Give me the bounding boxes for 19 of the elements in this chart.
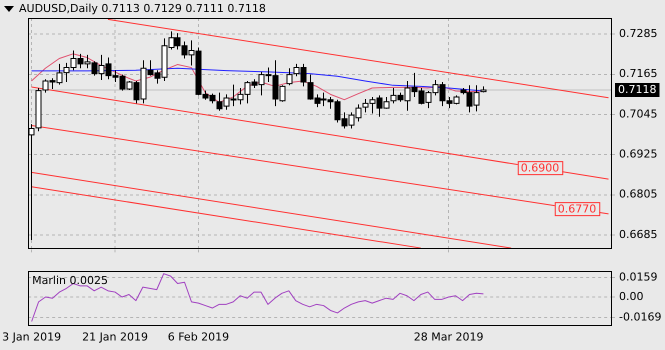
y-tick-label: 0.0159 (619, 270, 658, 284)
chart-title: Marlin 0.0025 (32, 274, 108, 287)
x-tick-label: 21 Jan 2019 (82, 330, 148, 344)
y-tick-label: 0.7045 (619, 107, 658, 120)
ref-line-label: 0.7118 (618, 82, 656, 96)
y-tick-label: 0.00 (619, 290, 644, 303)
y-tick-label: 0.6805 (619, 188, 658, 201)
y-tick-label: 0.7285 (619, 26, 658, 40)
y-tick-label: -0.0169 (619, 310, 662, 324)
x-tick-label: 28 Mar 2019 (414, 330, 484, 344)
x-tick-label: 3 Jan 2019 (2, 330, 62, 344)
y-tick-label: 0.6925 (619, 147, 658, 160)
annotation: 0.6770 (558, 202, 596, 216)
chart-title: AUDUSD,Daily 0.7113 0.7129 0.7111 0.7118 (19, 2, 266, 15)
candlestick (286, 68, 292, 86)
x-tick-label: 6 Feb 2019 (168, 330, 230, 344)
y-tick-label: 0.7165 (619, 67, 658, 80)
annotation: 0.6900 (520, 162, 560, 174)
y-tick-label: 0.6685 (619, 228, 658, 241)
